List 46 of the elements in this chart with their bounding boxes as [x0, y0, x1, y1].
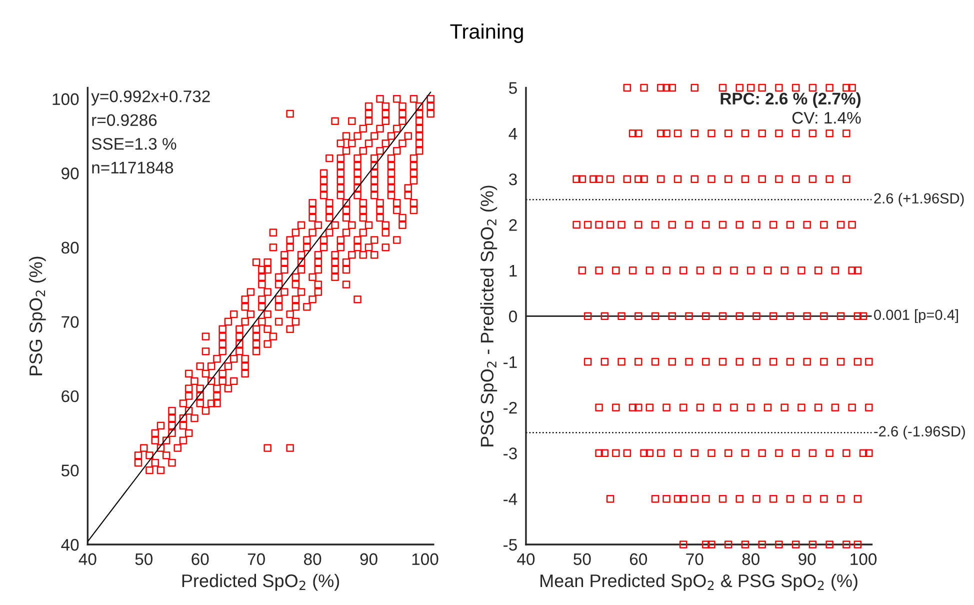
x-tick-label: 60 — [192, 553, 209, 566]
x-tick-label: 90 — [360, 553, 378, 566]
y-tick-label: 5 — [509, 82, 517, 94]
x-tick-label: 60 — [630, 553, 648, 566]
annotation: n=1171848 — [92, 162, 174, 174]
y-tick-label: 70 — [62, 316, 79, 328]
ref-line-label: 2.6 (+1.96SD) — [874, 192, 964, 206]
x-tick-label: 50 — [574, 553, 591, 566]
y-tick-label: 90 — [62, 168, 79, 180]
y-tick-label: -4 — [504, 493, 518, 505]
y-tick-label: 100 — [52, 93, 79, 106]
x-axis-title: Predicted SpO$_{2}$ (%) — [182, 574, 340, 591]
x-tick-label: 90 — [798, 553, 816, 566]
x-tick-label: 100 — [850, 553, 877, 566]
x-tick-label: 40 — [517, 553, 535, 566]
annotation: SSE=1.3 % — [92, 138, 176, 150]
x-axis-title: Mean Predicted SpO$_{2}$ & PSG SpO$_{2}$ (%) — [540, 574, 858, 591]
annotation: y=0.992x+0.732 — [91, 90, 210, 106]
y-tick-label: -5 — [504, 539, 517, 551]
x-tick-label: 80 — [742, 553, 760, 566]
ref-line-label: -2.6 (-1.96SD) — [874, 426, 965, 440]
y-tick-label: -3 — [504, 448, 517, 460]
y-tick-label: 1 — [510, 265, 517, 276]
x-tick-label: 80 — [304, 553, 322, 566]
ref-line-label: 0.001 [p=0.4] — [874, 309, 958, 323]
y-tick-label: 60 — [62, 390, 79, 402]
text: Training — [450, 24, 523, 43]
x-tick-label: 50 — [135, 553, 152, 566]
y-tick-label: -2 — [504, 402, 517, 414]
y-axis-title: PSG SpO$_{2}$ (%) — [28, 256, 46, 376]
y-tick-label: 50 — [61, 464, 79, 476]
y-tick-label: 3 — [508, 173, 517, 186]
annotation: CV: 1.4% — [792, 112, 861, 124]
y-tick-label: 4 — [508, 128, 518, 140]
y-axis-title: PSG SpO$_{2}$ - Predicted SpO$_{2}$ (%) — [480, 186, 498, 446]
y-tick-label: 80 — [62, 242, 79, 254]
y-tick-label: -1 — [504, 356, 517, 368]
annotation: r=0.9286 — [92, 114, 157, 126]
x-tick-label: 70 — [248, 553, 265, 566]
x-tick-label: 40 — [78, 553, 96, 566]
x-tick-label: 100 — [412, 553, 438, 566]
x-tick-label: 70 — [686, 553, 704, 566]
y-tick-label: 0 — [509, 310, 517, 322]
annotation: RPC: 2.6 % (2.7%) — [720, 92, 861, 108]
y-tick-label: 2 — [509, 219, 517, 231]
y-tick-label: 40 — [61, 538, 79, 551]
